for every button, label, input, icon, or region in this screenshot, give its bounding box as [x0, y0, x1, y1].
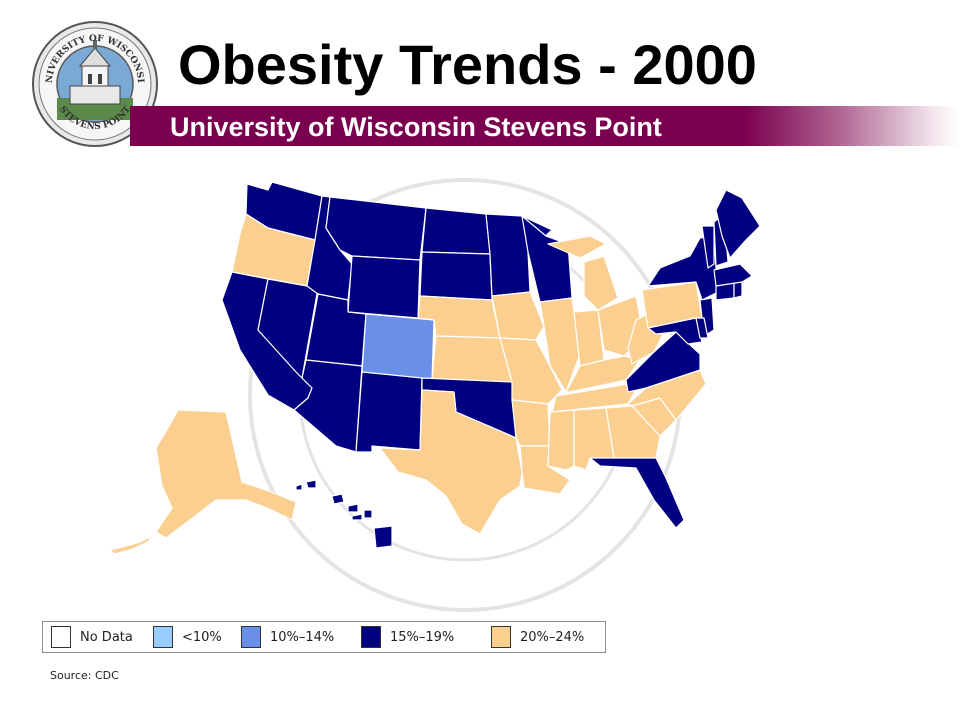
state-shape-sd: [419, 251, 493, 301]
state-shape-wy: [347, 255, 421, 319]
legend-swatch-10-14: [241, 626, 261, 648]
state-shape-hi: [351, 513, 363, 521]
state-shape-tx: [379, 389, 523, 535]
state-ak: [109, 409, 297, 555]
state-de: [695, 317, 709, 339]
source-note: Source: CDC: [50, 669, 119, 682]
state-tx: [379, 389, 523, 535]
legend-label-lt10: <10%: [182, 629, 222, 645]
state-mo: [499, 337, 563, 405]
state-shape-nd: [421, 207, 491, 255]
state-ga: [605, 405, 661, 459]
state-shape-vt: [701, 225, 715, 269]
legend-swatch-20-24: [491, 626, 511, 648]
state-ri: [733, 281, 743, 299]
state-shape-hi: [363, 509, 373, 519]
legend-item-10-14: 10%–14%: [241, 622, 334, 652]
legend-item-20-24: 20%–24%: [491, 622, 584, 652]
state-sd: [419, 251, 493, 301]
state-nm: [355, 371, 423, 453]
legend-swatch-lt10: [153, 626, 173, 648]
state-shape-me: [715, 189, 761, 259]
state-hi: [295, 479, 393, 549]
state-shape-mo: [499, 337, 563, 405]
header-band: [130, 106, 960, 146]
state-shape-hi: [347, 503, 359, 513]
state-ks: [431, 335, 513, 383]
state-ma: [713, 263, 753, 287]
state-shape-ks: [431, 335, 513, 383]
state-shape-ak: [155, 409, 297, 539]
state-ia: [491, 291, 545, 341]
legend-item-no-data: No Data: [51, 622, 133, 652]
state-mi: [547, 235, 619, 311]
state-shape-ri: [733, 281, 743, 299]
state-co: [361, 313, 435, 381]
state-shape-ma: [713, 263, 753, 287]
state-shape-fl: [589, 457, 685, 529]
state-shape-hi: [295, 483, 303, 491]
state-shape-ga: [605, 405, 661, 459]
state-me: [715, 189, 761, 259]
state-shape-az: [293, 359, 363, 453]
state-vt: [701, 225, 715, 269]
state-shape-hi: [331, 493, 345, 505]
legend-label-no-data: No Data: [80, 629, 133, 645]
state-shape-mi: [547, 235, 607, 259]
state-shape-ms: [547, 409, 575, 471]
state-fl: [589, 457, 685, 529]
page-subtitle: University of Wisconsin Stevens Point: [170, 112, 662, 142]
state-shape-hi: [373, 525, 393, 549]
state-shape-mi: [583, 255, 619, 311]
state-shape-hi: [305, 479, 317, 489]
state-shape-mt: [325, 196, 427, 261]
legend-label-20-24: 20%–24%: [520, 629, 585, 645]
state-va: [625, 331, 701, 393]
state-mt: [325, 196, 427, 261]
page-title: Obesity Trends - 2000: [178, 33, 757, 96]
state-ms: [547, 409, 575, 471]
state-az: [293, 359, 363, 453]
legend-label-10-14: 10%–14%: [270, 629, 335, 645]
state-shape-co: [361, 313, 435, 381]
state-shape-ak: [109, 535, 153, 555]
state-shape-ar: [511, 399, 551, 447]
map-legend: No Data <10% 10%–14% 15%–19% 20%–24%: [42, 621, 606, 653]
state-wy: [347, 255, 421, 319]
legend-label-15-19: 15%–19%: [390, 629, 455, 645]
legend-item-15-19: 15%–19%: [361, 622, 454, 652]
state-shape-de: [695, 317, 709, 339]
state-shape-nm: [355, 371, 423, 453]
state-shape-ia: [491, 291, 545, 341]
legend-swatch-15-19: [361, 626, 381, 648]
state-nd: [421, 207, 491, 255]
legend-item-lt10: <10%: [153, 622, 222, 652]
university-seal-logo: UNIVERSITY OF WISCONSIN STEVENS POINT: [30, 18, 158, 147]
state-shape-va: [625, 331, 701, 393]
state-ar: [511, 399, 551, 447]
legend-swatch-no-data: [51, 626, 71, 648]
